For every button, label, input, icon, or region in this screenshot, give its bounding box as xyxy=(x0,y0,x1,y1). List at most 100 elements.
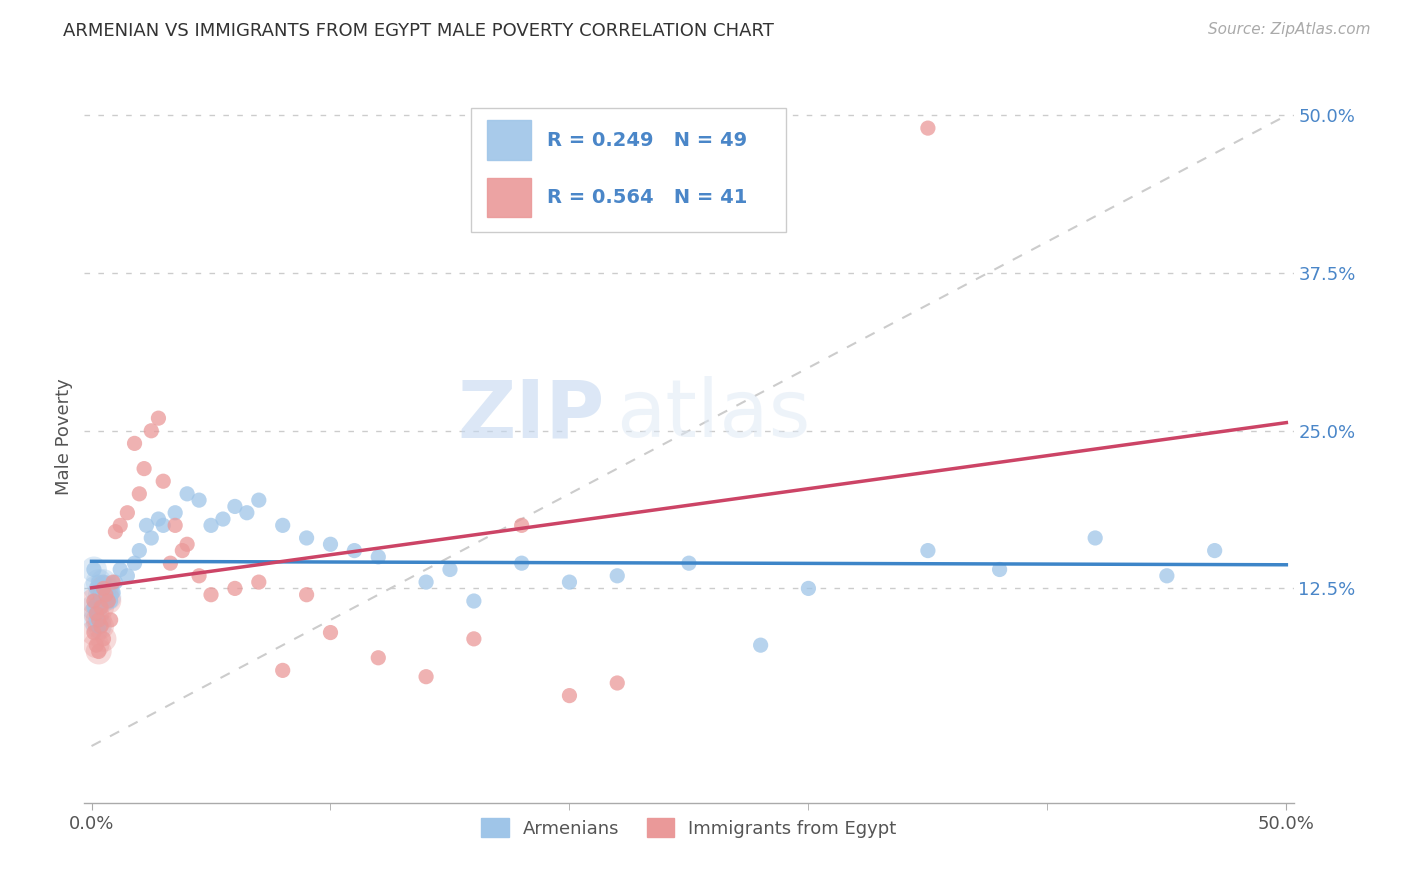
Point xyxy=(463,594,485,608)
Point xyxy=(93,632,115,646)
Point xyxy=(678,556,700,570)
Point xyxy=(148,411,170,425)
Point xyxy=(84,638,107,652)
Point xyxy=(295,531,318,545)
Point xyxy=(988,562,1011,576)
Legend: Armenians, Immigrants from Egypt: Armenians, Immigrants from Egypt xyxy=(474,811,904,845)
Y-axis label: Male Poverty: Male Poverty xyxy=(55,379,73,495)
Point xyxy=(90,588,112,602)
Point xyxy=(87,613,110,627)
Point xyxy=(165,518,187,533)
Point xyxy=(87,619,110,633)
Point xyxy=(159,556,181,570)
Point xyxy=(84,582,107,596)
Point xyxy=(917,121,939,136)
Point xyxy=(83,562,105,576)
Point xyxy=(415,670,437,684)
Point xyxy=(108,518,131,533)
Point xyxy=(606,676,628,690)
Point xyxy=(172,543,194,558)
Point xyxy=(343,543,366,558)
Point xyxy=(176,487,198,501)
Point xyxy=(141,424,163,438)
Point xyxy=(100,594,122,608)
Point xyxy=(148,512,170,526)
Point xyxy=(87,575,110,590)
Point xyxy=(83,600,105,615)
Point xyxy=(90,600,112,615)
Point xyxy=(97,594,120,608)
Point xyxy=(176,537,198,551)
Point xyxy=(367,650,389,665)
Point xyxy=(463,632,485,646)
Point xyxy=(124,436,146,450)
Point xyxy=(1204,543,1226,558)
Point xyxy=(93,575,115,590)
Point xyxy=(212,512,235,526)
Point xyxy=(94,582,117,596)
Point xyxy=(90,594,112,608)
Point xyxy=(84,607,107,621)
Point xyxy=(97,591,120,605)
Point xyxy=(128,543,150,558)
Point xyxy=(83,594,105,608)
Point xyxy=(797,582,820,596)
Point xyxy=(97,591,120,605)
Point xyxy=(84,613,107,627)
Point xyxy=(224,582,246,596)
Point xyxy=(271,664,294,678)
Point xyxy=(236,506,259,520)
Text: ARMENIAN VS IMMIGRANTS FROM EGYPT MALE POVERTY CORRELATION CHART: ARMENIAN VS IMMIGRANTS FROM EGYPT MALE P… xyxy=(63,22,775,40)
Point xyxy=(94,582,117,596)
Point xyxy=(200,518,222,533)
Point xyxy=(90,594,112,608)
Point xyxy=(117,569,139,583)
Point xyxy=(104,575,127,590)
Point xyxy=(87,644,110,658)
Point xyxy=(87,575,110,590)
Point xyxy=(165,506,187,520)
Point xyxy=(90,588,112,602)
Point xyxy=(558,689,581,703)
Point xyxy=(100,613,122,627)
Point xyxy=(224,500,246,514)
Point xyxy=(93,582,115,596)
Point xyxy=(83,594,105,608)
Point xyxy=(94,588,117,602)
Point xyxy=(558,575,581,590)
Point xyxy=(367,549,389,564)
Point xyxy=(83,600,105,615)
Point xyxy=(247,575,270,590)
Point xyxy=(1084,531,1107,545)
Point xyxy=(93,632,115,646)
Text: atlas: atlas xyxy=(616,376,811,454)
Point xyxy=(128,487,150,501)
Point xyxy=(93,575,115,590)
Point xyxy=(101,575,124,590)
Text: ZIP: ZIP xyxy=(457,376,605,454)
Point xyxy=(93,582,115,596)
Point xyxy=(319,625,342,640)
Point xyxy=(108,562,131,576)
Point xyxy=(87,619,110,633)
Point xyxy=(83,625,105,640)
Point xyxy=(247,493,270,508)
Point xyxy=(90,619,112,633)
Point xyxy=(510,556,533,570)
Point xyxy=(84,613,107,627)
Point xyxy=(135,518,157,533)
Point xyxy=(319,537,342,551)
Point xyxy=(1156,569,1178,583)
Point xyxy=(439,562,461,576)
Point xyxy=(295,588,318,602)
Point xyxy=(87,644,110,658)
Point xyxy=(188,569,211,583)
Point xyxy=(90,600,112,615)
Point xyxy=(84,638,107,652)
Point xyxy=(917,543,939,558)
Point xyxy=(132,461,155,475)
Point xyxy=(152,474,174,488)
Point xyxy=(200,588,222,602)
Point xyxy=(84,607,107,621)
Text: Source: ZipAtlas.com: Source: ZipAtlas.com xyxy=(1208,22,1371,37)
